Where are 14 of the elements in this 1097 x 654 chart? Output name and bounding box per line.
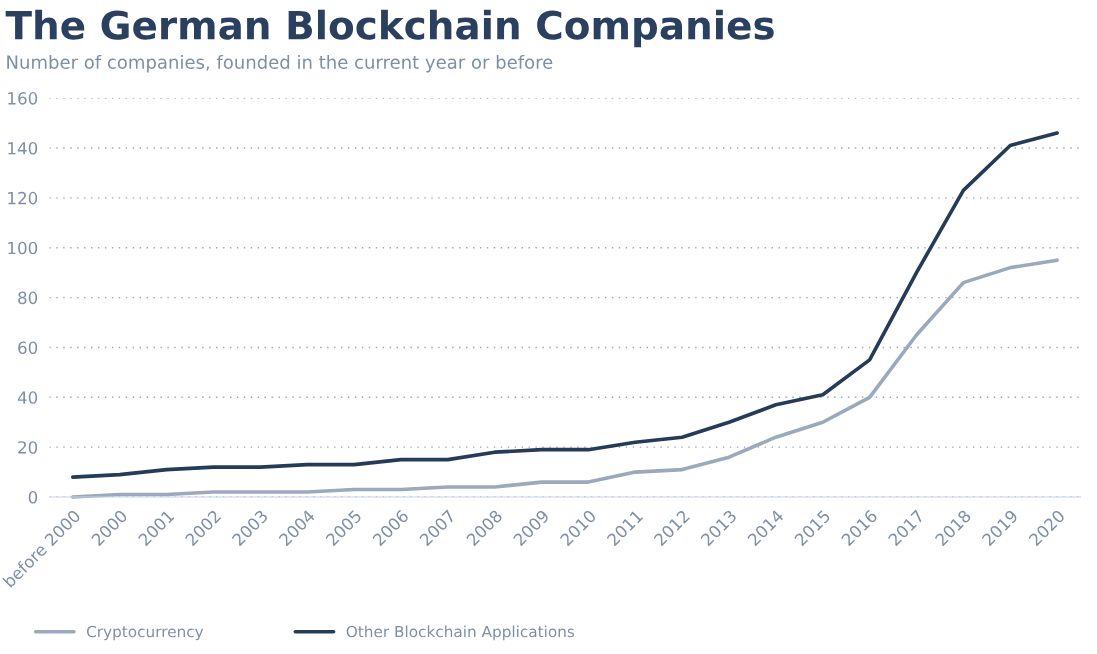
y-tick-label: 40 — [17, 391, 38, 404]
chart-subtitle: Number of companies, founded in the current year or before — [7, 54, 553, 73]
line-series — [70, 131, 1059, 479]
y-tick-label: 0 — [28, 491, 38, 504]
y-tick-label: 120 — [8, 191, 38, 205]
y-tick-label: 140 — [8, 141, 38, 155]
y-tick-label: 60 — [18, 341, 38, 355]
y-tick-label: 100 — [8, 241, 38, 255]
y-tick-label: 20 — [18, 441, 38, 454]
legend-label: Cryptocurrency — [86, 625, 204, 641]
y-tick-label: 80 — [18, 291, 38, 305]
legend-label: Other Blockchain Applications — [346, 625, 575, 641]
chart-title: The German Blockchain Companies — [5, 9, 774, 48]
y-tick-label: 160 — [8, 92, 38, 105]
